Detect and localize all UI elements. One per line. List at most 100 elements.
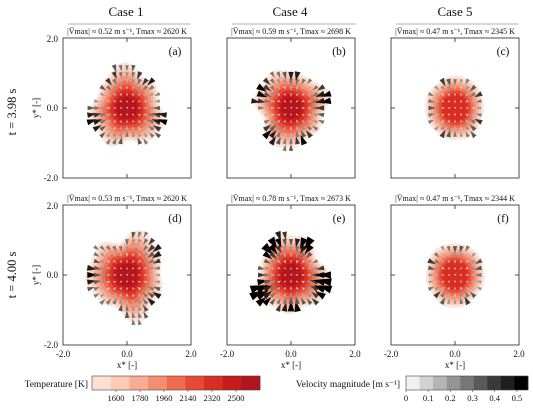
- velocity-arrow: [126, 106, 129, 109]
- velocity-arrow: [111, 64, 117, 73]
- velocity-arrow: [459, 280, 463, 283]
- colorbar-tick-label: 1960: [156, 393, 173, 403]
- velocity-arrow: [118, 245, 123, 252]
- velocity-arrow: [296, 119, 299, 123]
- velocity-arrow: [295, 100, 299, 103]
- velocity-arrow: [126, 119, 128, 123]
- velocity-arrow: [319, 271, 331, 279]
- velocity-arrow: [460, 292, 463, 298]
- velocity-arrow: [306, 266, 312, 270]
- velocity-arrow: [131, 131, 136, 138]
- velocity-arrow: [318, 285, 333, 294]
- colorbar-frame: [405, 375, 529, 391]
- velocity-arrow: [311, 298, 320, 306]
- velocity-arrow: [112, 85, 117, 91]
- velocity-arrow: [283, 253, 286, 258]
- velocity-arrow: [152, 258, 161, 264]
- velocity-arrow: [439, 77, 446, 87]
- velocity-arrow: [269, 251, 277, 260]
- velocity-arrow: [301, 107, 305, 109]
- panel-grid: |V̄max| ≈ 0.52 m s⁻¹, Tmax ≈ 2620 K (a) 2.…: [31, 27, 525, 370]
- velocity-arrow: [99, 125, 107, 132]
- velocity-arrow: [142, 286, 148, 291]
- velocity-arrow: [99, 131, 106, 139]
- velocity-colorbar-title: Velocity magnitude [m s⁻¹]: [296, 380, 400, 390]
- velocity-arrow: [465, 274, 469, 276]
- velocity-arrow: [283, 100, 287, 103]
- velocity-arrow: [100, 252, 105, 257]
- colorbar-swatch: [460, 376, 475, 390]
- velocity-arrow: [312, 120, 318, 124]
- velocity-arrow: [304, 243, 314, 255]
- velocity-arrow: [306, 298, 313, 305]
- colorbar-swatch: [406, 376, 420, 390]
- colorbar-tick-label: 1780: [132, 393, 149, 403]
- velocity-arrow: [93, 287, 100, 291]
- velocity-arrow: [447, 286, 450, 290]
- velocity-arrow: [263, 258, 271, 264]
- velocity-arrow: [454, 100, 456, 104]
- velocity-arrow: [441, 274, 445, 276]
- colorbar-swatch: [487, 376, 502, 390]
- velocity-arrow: [275, 230, 281, 241]
- velocity-arrow: [465, 125, 470, 131]
- velocity-arrow: [440, 85, 445, 91]
- velocity-arrow: [454, 93, 456, 97]
- velocity-arrow: [465, 286, 470, 291]
- velocity-arrow: [439, 129, 446, 139]
- colorbar-tick-label: 0.2: [445, 393, 456, 403]
- velocity-arrow: [112, 245, 117, 252]
- colorbar-tick-label: 0.4: [489, 393, 500, 403]
- velocity-arrow: [452, 246, 458, 254]
- velocity-arrow: [262, 77, 271, 86]
- velocity-arrow: [454, 112, 456, 116]
- velocity-arrow: [453, 86, 457, 91]
- panel-label: (f): [497, 213, 509, 225]
- velocity-arrow: [307, 78, 313, 85]
- velocity-arrow: [147, 113, 154, 117]
- velocity-arrow: [290, 267, 292, 271]
- y-tick-label: 0.0: [47, 103, 59, 113]
- velocity-arrow: [132, 253, 135, 257]
- velocity-arrow: [137, 100, 141, 103]
- velocity-arrow: [295, 78, 300, 86]
- velocity-arrow: [428, 273, 435, 277]
- velocity-arrow: [469, 266, 476, 270]
- velocity-arrow: [282, 231, 287, 240]
- velocity-arrow: [453, 253, 457, 259]
- colorbar-swatch: [433, 376, 447, 390]
- velocity-arrow: [315, 291, 326, 300]
- velocity-arrow: [132, 93, 135, 97]
- velocity-arrow: [283, 113, 287, 116]
- velocity-arrow: [440, 252, 445, 258]
- velocity-arrow: [306, 125, 312, 131]
- velocity-arrow: [107, 273, 112, 277]
- velocity-arrow: [465, 131, 470, 138]
- velocity-arrow: [154, 99, 161, 103]
- colorbars: 1600 1780 1960 2140 2320 2500 Temperature [K] 0…: [25, 375, 529, 403]
- velocity-arrow: [106, 252, 111, 257]
- velocity-arrow: [137, 78, 142, 86]
- velocity-arrow: [470, 259, 476, 264]
- velocity-arrow: [264, 99, 271, 103]
- velocity-arrow: [126, 112, 128, 116]
- velocity-arrow: [283, 93, 286, 97]
- velocity-arrow: [428, 280, 434, 284]
- velocity-arrow: [119, 79, 122, 84]
- velocity-arrow: [460, 252, 463, 258]
- velocity-arrow: [105, 85, 112, 91]
- velocity-arrow: [264, 273, 271, 277]
- y-tick-label: 2.0: [47, 34, 59, 44]
- velocity-arrow: [113, 120, 117, 123]
- velocity-arrow: [147, 258, 155, 264]
- velocity-arrow: [434, 286, 440, 291]
- velocity-arrow: [137, 113, 141, 117]
- velocity-arrow: [301, 113, 305, 116]
- velocity-arrow: [131, 267, 135, 270]
- velocity-arrow: [305, 130, 313, 139]
- velocity-arrow: [107, 99, 111, 102]
- velocity-arrow: [316, 113, 325, 118]
- velocity-arrow: [143, 99, 147, 102]
- velocity-arrow: [118, 303, 123, 312]
- velocity-arrow: [100, 99, 105, 103]
